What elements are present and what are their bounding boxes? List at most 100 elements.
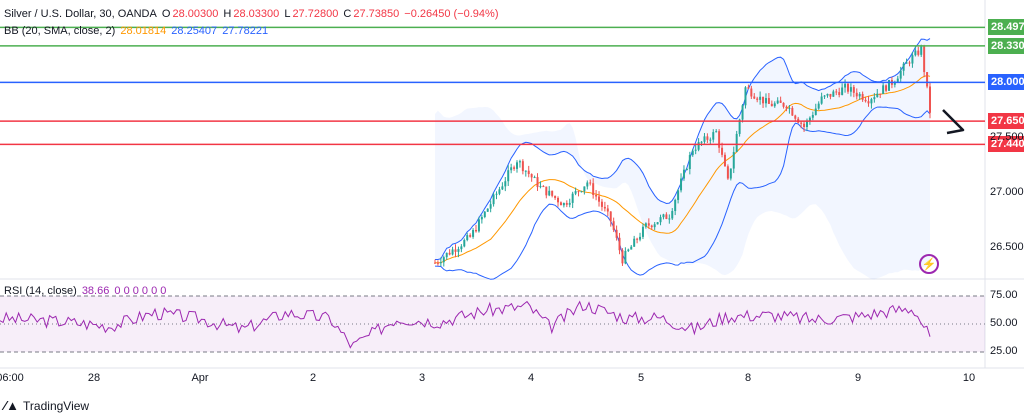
candle-body (741, 105, 744, 120)
x-tick-label: 2 (309, 372, 317, 384)
candle-body (463, 239, 466, 247)
candle-body (483, 211, 486, 218)
candle-body (636, 238, 639, 240)
candle-body (750, 88, 753, 97)
candle-body (709, 139, 712, 141)
x-tick-label: 06:00 (0, 372, 24, 384)
y-tick-label: 26.500 (990, 241, 1024, 254)
candle-body (516, 162, 519, 169)
candle-body (767, 98, 770, 104)
candle-body (712, 132, 715, 140)
brand-name: TradingView (23, 398, 90, 413)
candle-body (671, 211, 674, 219)
x-tick-label: 9 (854, 372, 862, 384)
x-tick-label: 3 (418, 372, 426, 384)
candle-body (480, 217, 483, 220)
candle-body (718, 131, 721, 148)
candle-body (434, 262, 436, 264)
candle-body (650, 225, 653, 228)
candle-body (893, 82, 896, 85)
candle-body (542, 186, 545, 188)
candle-body (776, 100, 779, 104)
candle-body (700, 141, 703, 143)
candle-body (861, 94, 864, 100)
candle-body (849, 87, 852, 92)
candle-body (794, 115, 797, 119)
candle-body (773, 103, 776, 107)
bb-upper-line (435, 38, 931, 260)
candle-body (436, 262, 439, 264)
price-label-0: 28.497 (988, 19, 1024, 36)
candle-body (929, 86, 931, 113)
candle-body (788, 107, 791, 109)
candle-body (759, 96, 762, 100)
candle-body (782, 102, 785, 107)
candle-body (791, 107, 794, 116)
candle-body (647, 223, 650, 226)
tv-logo-icon: ⁄▲ (4, 398, 20, 413)
candle-body (492, 194, 495, 205)
bb-lower-line (434, 106, 931, 280)
candle-body (524, 170, 527, 172)
candle-body (448, 252, 451, 255)
candle-body (624, 250, 627, 264)
candle-body (753, 96, 756, 99)
candle-body (644, 223, 647, 227)
candle-body (513, 167, 516, 169)
candle-body (559, 202, 562, 206)
rsi-tick-label: 50.00 (990, 317, 1018, 329)
candle-body (902, 63, 905, 71)
candle-body (691, 150, 694, 156)
candle-body (823, 95, 826, 97)
candle-body (554, 195, 557, 198)
candle-body (785, 106, 788, 109)
y-tick-label: 27.000 (990, 186, 1024, 199)
candle-body (457, 249, 460, 252)
price-label-4: 27.440 (988, 136, 1024, 153)
tradingview-logo[interactable]: ⁄▲ TradingView (4, 398, 89, 413)
candle-body (779, 100, 782, 103)
candle-body (887, 80, 890, 91)
candle-body (770, 103, 773, 107)
bb-upper-value: 28.25407 (171, 25, 218, 37)
rsi-tick-label: 75.00 (990, 289, 1018, 301)
change-value: −0.26450 (−0.94%) (404, 8, 499, 20)
candle-body (545, 186, 548, 196)
rsi-legend[interactable]: RSI (14, close) 38.66 0 0 0 0 0 0 (4, 284, 168, 298)
bb-basis-line (435, 75, 931, 264)
candle-body (469, 235, 472, 237)
symbol-title[interactable]: Silver / U.S. Dollar, 30, OANDA (4, 8, 157, 20)
candle-body (510, 167, 513, 171)
bb-lower-value: 27.78221 (222, 25, 269, 37)
candle-body (703, 136, 706, 142)
candle-body (829, 93, 832, 97)
x-tick-label: 28 (87, 372, 101, 384)
candle-body (527, 170, 530, 175)
candle-body (744, 87, 747, 106)
candle-body (586, 182, 589, 187)
candle-body (536, 177, 539, 188)
candle-body (557, 197, 560, 203)
candle-body (803, 123, 806, 127)
candle-body (858, 94, 861, 97)
flash-icon[interactable]: ⚡ (919, 254, 939, 274)
candle-body (633, 238, 636, 247)
bb-fill (435, 38, 930, 280)
candle-body (501, 186, 504, 190)
candle-body (896, 78, 899, 83)
candle-body (580, 191, 583, 193)
candle-body (477, 219, 480, 232)
close-value: 27.73850 (353, 8, 400, 20)
candle-body (486, 208, 489, 212)
candle-body (876, 93, 879, 98)
price-label-2: 28.000 (988, 74, 1024, 91)
candle-body (507, 170, 510, 182)
candle-body (539, 186, 542, 188)
bb-legend[interactable]: BB (20, SMA, close, 2) 28.01814 28.25407… (4, 24, 270, 38)
candle-body (498, 189, 501, 194)
rsi-label: RSI (14, close) (4, 285, 77, 297)
rsi-value: 38.66 (81, 285, 110, 297)
candle-body (680, 178, 683, 191)
high-value: 28.03300 (233, 8, 280, 20)
